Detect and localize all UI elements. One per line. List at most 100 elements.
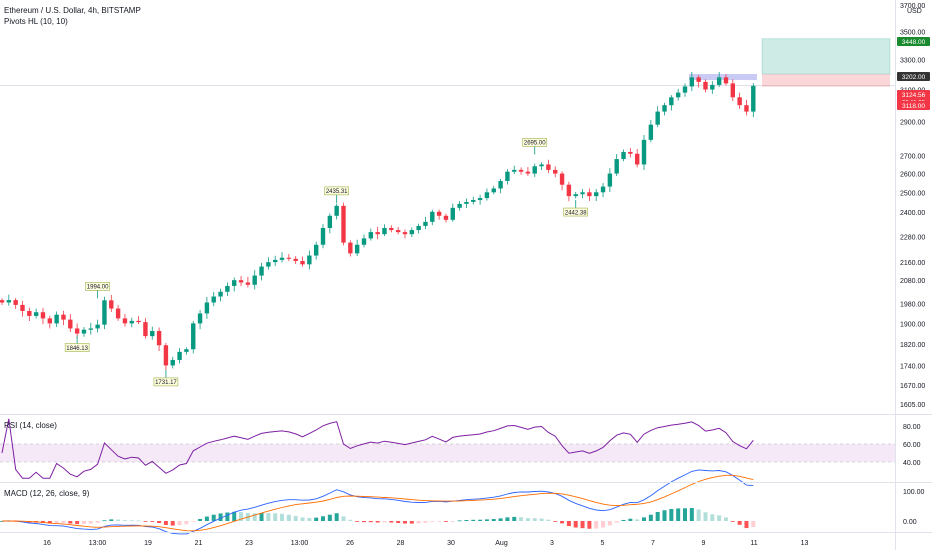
candle-body (539, 164, 544, 167)
price-tick-label: 2280.00 (900, 234, 925, 241)
rsi-band (0, 444, 895, 462)
macd-title[interactable]: MACD (12, 26, close, 9) (4, 489, 90, 498)
candle-body (484, 192, 490, 199)
candle-body (81, 329, 87, 334)
time-tick-label: 19 (144, 540, 152, 547)
candle-body (6, 300, 12, 303)
candle-body (450, 207, 455, 220)
macd-histogram-bar (143, 521, 148, 522)
price-tick-label: 1820.00 (900, 342, 925, 349)
position-target-zone (761, 38, 891, 75)
macd-histogram-bar (396, 521, 401, 523)
macd-histogram-bar (642, 517, 647, 521)
candle-body (368, 232, 374, 239)
candle-body (730, 83, 736, 98)
candle-body (628, 151, 633, 154)
candle-body (33, 312, 39, 316)
macd-histogram-bar (628, 518, 633, 521)
macd-histogram-bar (259, 513, 264, 521)
macd-histogram-bar (375, 521, 380, 523)
candle-body (88, 328, 93, 330)
candle-body (703, 81, 708, 90)
candle-body (382, 227, 387, 235)
macd-histogram-bar (635, 519, 640, 521)
time-tick-label: 7 (651, 540, 655, 547)
candle-body (300, 261, 305, 265)
candle-body (402, 232, 408, 235)
macd-histogram-bar (553, 521, 558, 522)
candle-body (436, 211, 442, 216)
candle-body (102, 300, 107, 325)
price-badge-label: 3118.00 (902, 103, 925, 110)
candle-body (375, 232, 380, 235)
macd-histogram-bar (109, 519, 114, 521)
position-stop-zone (762, 74, 890, 87)
macd-histogram-bar (348, 519, 353, 521)
macd-histogram-bar (505, 517, 510, 521)
candle-body (238, 280, 244, 283)
macd-histogram-bar (607, 521, 612, 526)
time-tick-label: 16 (43, 540, 51, 547)
candle-body (40, 312, 46, 319)
candle-body (197, 313, 203, 324)
candle-body (225, 285, 230, 292)
macd-histogram-bar (689, 508, 694, 521)
macd-histogram-bar (409, 521, 414, 524)
macd-histogram-bar (163, 521, 168, 525)
macd-histogram-bar (75, 521, 80, 525)
pivot-label: 1994.00 (87, 285, 109, 291)
macd-histogram-bar (443, 521, 448, 522)
price-tick-label: 1605.00 (900, 402, 925, 409)
macd-histogram-bar (204, 516, 209, 521)
candle-body (252, 275, 257, 285)
candle-body (648, 124, 654, 140)
macd-histogram-bar (191, 521, 196, 522)
macd-histogram-bar (88, 521, 93, 524)
candle-body (471, 199, 476, 202)
rsi-title[interactable]: RSI (14, close) (4, 421, 57, 430)
time-tick-label: 3 (550, 540, 554, 547)
macd-histogram-bar (334, 513, 339, 521)
macd-histogram-bar (361, 521, 366, 523)
macd-histogram-bar (457, 520, 462, 522)
macd-histogram-bar (327, 514, 332, 521)
time-tick-label: 9 (702, 540, 706, 547)
price-badge (897, 37, 930, 46)
macd-histogram-bar (273, 513, 278, 521)
time-tick-label: 11 (750, 540, 757, 547)
macd-histogram-bar (621, 519, 626, 521)
candle-body (669, 97, 674, 106)
candle-body (129, 320, 134, 324)
candle-body (607, 173, 613, 187)
macd-signal-line (2, 474, 754, 532)
candle-body (266, 262, 271, 267)
candle-body (477, 198, 483, 200)
macd-histogram-bar (286, 514, 291, 521)
candle-body (744, 105, 749, 112)
candle-body (573, 194, 578, 197)
price-tick-label: 3300.00 (900, 58, 925, 65)
macd-histogram-bar (478, 519, 483, 521)
macd-histogram-bar (252, 513, 257, 521)
candle-body (587, 192, 592, 197)
macd-histogram-bar (491, 519, 496, 521)
candle-body (723, 77, 729, 84)
time-tick-label: 13 (801, 540, 809, 547)
macd-histogram-bar (648, 514, 653, 521)
macd-histogram-bar (525, 518, 530, 521)
pivot-label-box (522, 138, 548, 147)
candle-body (109, 300, 114, 309)
indicator-title[interactable]: Pivots HL (10, 10) (4, 17, 68, 26)
macd-line (1, 469, 754, 535)
pivot-label-box (64, 343, 90, 352)
macd-histogram-bar (368, 521, 373, 523)
candle-body (464, 201, 469, 204)
macd-histogram-bar (498, 518, 503, 521)
pivot-label-box (324, 186, 349, 196)
macd-histogram-bar (266, 513, 271, 521)
candle-body (546, 164, 551, 170)
macd-histogram-bar (355, 521, 360, 522)
symbol-title[interactable]: Ethereum / U.S. Dollar, 4h, BITSTAMP (4, 6, 141, 15)
macd-histogram-bar (703, 512, 708, 521)
